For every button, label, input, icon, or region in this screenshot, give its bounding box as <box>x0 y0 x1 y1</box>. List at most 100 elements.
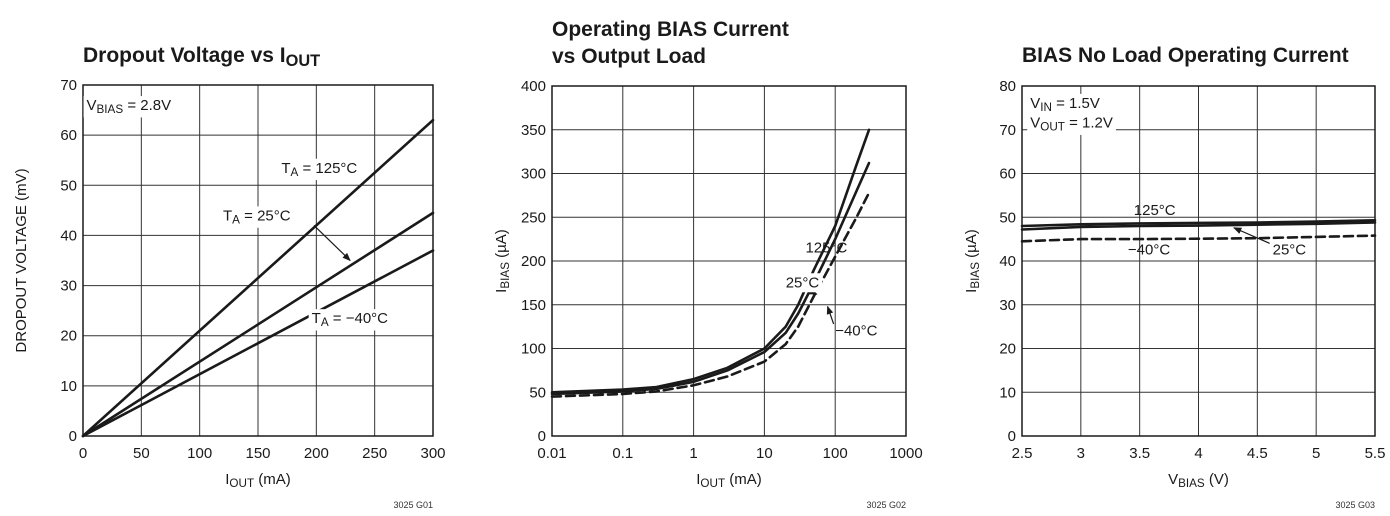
annotation-label: 125°C <box>1134 202 1176 219</box>
y-tick-label: 60 <box>60 127 77 144</box>
y-tick-label: 80 <box>999 78 1016 95</box>
y-axis-label: DROPOUT VOLTAGE (mV) <box>13 168 30 352</box>
x-tick-label: 4.5 <box>1247 445 1268 462</box>
x-tick-label: 2.5 <box>1012 445 1033 462</box>
y-tick-label: 20 <box>60 328 77 345</box>
y-tick-label: 100 <box>521 341 546 358</box>
annotation-background <box>83 96 175 118</box>
y-tick-label: 250 <box>521 209 546 226</box>
series-group <box>550 128 871 398</box>
x-tick-label: 3 <box>1077 445 1085 462</box>
x-tick-label: 200 <box>304 445 329 462</box>
y-axis-label: IBIAS (µA) <box>963 229 982 293</box>
series-line <box>550 128 871 394</box>
annotation-background <box>1027 113 1116 135</box>
x-tick-label: 1 <box>689 445 697 462</box>
figure-code: 3025 G02 <box>866 500 906 510</box>
annotation-label: TA = −40°C <box>312 310 389 329</box>
annotation-label: −40°C <box>835 322 877 339</box>
annotation-label: −40°C <box>1128 241 1170 258</box>
annotation-label: 125°C <box>805 239 847 256</box>
annotation-label: TA = 125°C <box>281 160 357 179</box>
y-tick-label: 0 <box>538 428 546 445</box>
series-line <box>1020 221 1377 231</box>
chart-title: BIAS No Load Operating Current <box>1022 44 1349 67</box>
y-tick-label: 10 <box>60 378 77 395</box>
chart-title: Operating BIAS Current <box>552 18 789 41</box>
y-tick-label: 40 <box>999 253 1016 270</box>
plot-frame <box>82 84 434 437</box>
y-tick-label: 70 <box>999 122 1016 139</box>
y-tick-label: 40 <box>60 227 77 244</box>
x-tick-label: 3.5 <box>1129 445 1150 462</box>
plot-frame <box>1021 85 1376 437</box>
y-tick-label: 400 <box>521 78 546 95</box>
x-tick-label: 0.01 <box>537 445 566 462</box>
grid <box>551 85 907 437</box>
annotations: VBIAS = 2.8V TA = 125°C TA = 25°C TA = −40°… <box>83 96 392 331</box>
annotation-label: VBIAS = 2.8V <box>87 97 172 116</box>
annotation-arrow <box>826 305 835 325</box>
x-tick-label: 5 <box>1312 445 1320 462</box>
y-tick-label: 0 <box>69 428 77 445</box>
y-axis-label: IBIAS (µA) <box>493 229 512 293</box>
plot-frame <box>551 85 907 437</box>
series-line <box>550 191 871 398</box>
y-tick-label: 300 <box>521 166 546 183</box>
y-tick-label: 70 <box>60 77 77 94</box>
x-axis-label: VBIAS (V) <box>1168 471 1229 490</box>
series-group <box>1020 219 1377 243</box>
y-tick-label: 50 <box>999 209 1016 226</box>
x-tick-label: 50 <box>133 445 150 462</box>
figure-code: 3025 G03 <box>1335 500 1375 510</box>
annotation-background <box>1269 240 1310 260</box>
annotation-label: 25°C <box>1273 241 1307 258</box>
chart-title: Dropout Voltage vs IOUT <box>83 44 320 70</box>
y-tick-label: 150 <box>521 297 546 314</box>
annotation-label: VIN = 1.5V <box>1030 95 1100 114</box>
grid <box>1021 85 1376 437</box>
x-tick-label: 300 <box>420 445 445 462</box>
annotations: 125°C 25°C −40°C <box>782 239 878 339</box>
series-line <box>550 161 871 396</box>
annotation-background <box>782 273 823 293</box>
annotation-background <box>308 309 392 331</box>
y-tick-label: 10 <box>999 384 1016 401</box>
y-tick-label: 50 <box>529 384 546 401</box>
y-tick-label: 60 <box>999 166 1016 183</box>
annotation-arrow <box>313 224 351 262</box>
annotation-label: 25°C <box>786 274 820 291</box>
figure-code: 3025 G01 <box>393 500 433 510</box>
y-tick-label: 350 <box>521 122 546 139</box>
chart-title-line2: vs Output Load <box>552 45 706 68</box>
annotation-label: VOUT = 1.2V <box>1030 115 1113 134</box>
series-line <box>81 211 435 438</box>
annotation-background <box>278 158 361 181</box>
chart-g03: BIAS No Load Operating Current 2.5 3 3.5 4 4.… <box>963 44 1385 510</box>
x-tick-label: 250 <box>362 445 387 462</box>
series-line <box>81 118 435 438</box>
x-tick-label: 0 <box>79 445 87 462</box>
annotation-background <box>220 206 294 228</box>
x-tick-label: 5.5 <box>1365 445 1386 462</box>
series-line <box>1020 234 1377 243</box>
x-tick-label: 100 <box>187 445 212 462</box>
annotation-label: TA = 25°C <box>223 207 291 226</box>
x-tick-label: 100 <box>823 445 848 462</box>
x-tick-label: 10 <box>756 445 773 462</box>
x-axis-label: IOUT (mA) <box>225 471 291 490</box>
series-group <box>81 118 435 438</box>
y-tick-label: 20 <box>999 341 1016 358</box>
annotation-background <box>1027 93 1103 116</box>
x-tick-label: 150 <box>245 445 270 462</box>
y-tick-label: 50 <box>60 177 77 194</box>
x-tick-label: 0.1 <box>612 445 633 462</box>
y-tick-label: 200 <box>521 253 546 270</box>
chart-g02: Operating BIAS Current vs Output Load 0.01… <box>493 18 923 510</box>
grid <box>82 84 434 437</box>
annotation-arrow <box>1233 227 1276 247</box>
series-line <box>81 249 435 438</box>
